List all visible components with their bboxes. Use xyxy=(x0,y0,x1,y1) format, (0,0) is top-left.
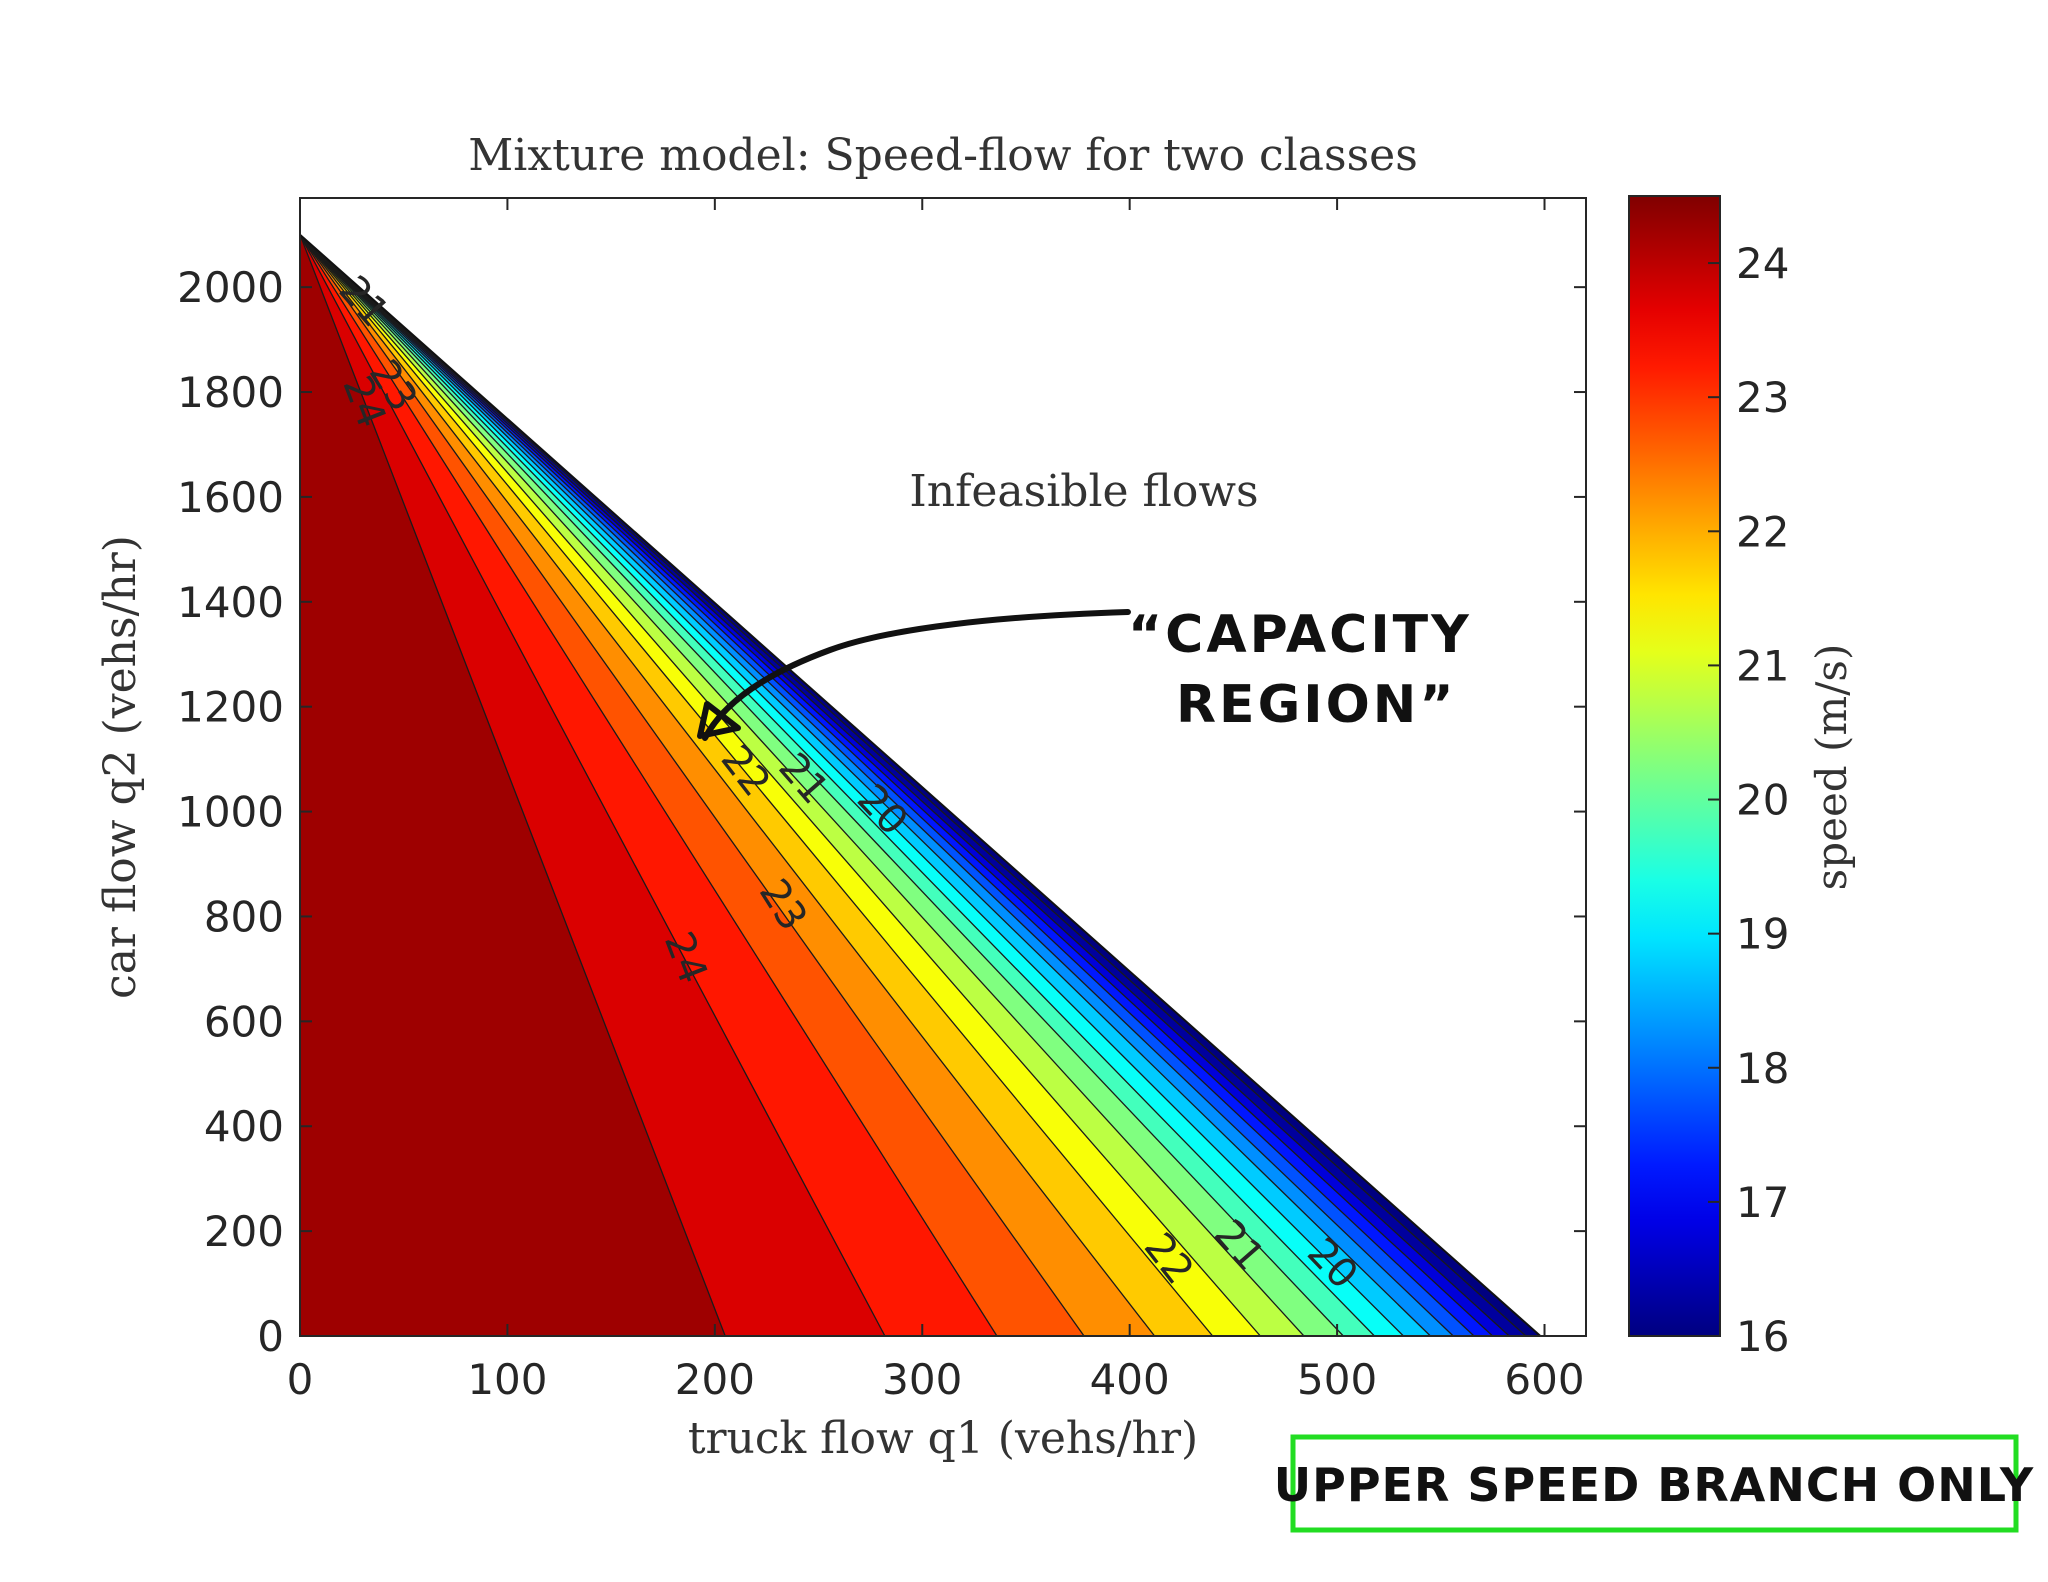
colorbar-label: speed (m/s) xyxy=(1807,644,1856,891)
green-box-border xyxy=(1290,1434,2019,1533)
contour-line xyxy=(300,234,1085,1336)
y-tick-label: 1000 xyxy=(177,788,284,837)
contour-lines xyxy=(300,233,1542,1336)
y-axis: 0 200 400 600 800 1000 1200 1400 1600 1800 2000 xyxy=(177,263,1586,1361)
contour-line xyxy=(300,234,1375,1336)
colorbar-tick-label: 18 xyxy=(1736,1044,1789,1093)
contour-line xyxy=(300,234,1214,1336)
x-tick-label: 500 xyxy=(1297,1355,1377,1404)
contour-line xyxy=(300,234,1261,1336)
colorbar-tick-label: 16 xyxy=(1736,1312,1789,1361)
contour-line xyxy=(300,234,886,1336)
upper-speed-branch-box: UPPER SPEED BRANCH ONLY xyxy=(1274,1434,2034,1533)
x-axis-label: truck flow q1 (vehs/hr) xyxy=(688,1413,1198,1464)
y-tick-label: 400 xyxy=(204,1102,284,1151)
y-axis-label: car flow q2 (vehs/hr) xyxy=(95,535,146,999)
colorbar xyxy=(1628,195,1721,1337)
colorbar-tick-label: 21 xyxy=(1736,641,1789,690)
contour-line xyxy=(300,234,1475,1336)
capacity-arrow xyxy=(702,609,1131,741)
y-tick-label: 1800 xyxy=(177,368,284,417)
x-tick-label: 0 xyxy=(287,1355,314,1404)
y-tick-label: 1600 xyxy=(177,473,284,522)
contour-line xyxy=(300,234,1156,1336)
chart-title: Mixture model: Speed-flow for two classe… xyxy=(468,130,1418,181)
x-tick-label: 600 xyxy=(1504,1355,1584,1404)
contour-line xyxy=(300,234,1305,1336)
contour-line xyxy=(300,234,1344,1336)
x-tick-label: 200 xyxy=(675,1355,755,1404)
infeasible-flows-annotation: Infeasible flows xyxy=(909,466,1258,517)
x-axis: 0 100 200 300 400 500 600 xyxy=(287,198,1585,1404)
y-tick-label: 800 xyxy=(204,892,284,941)
y-tick-label: 1200 xyxy=(177,683,284,732)
capacity-arrow-head xyxy=(697,701,741,739)
contour-line xyxy=(300,234,1527,1336)
y-tick-label: 2000 xyxy=(177,263,284,312)
colorbar-tick-label: 19 xyxy=(1736,910,1789,959)
x-tick-label: 100 xyxy=(467,1355,547,1404)
feasible-boundary-line xyxy=(300,233,1542,1336)
colorbar-tick-label: 23 xyxy=(1736,373,1789,422)
contour-line xyxy=(300,234,1404,1336)
upper-speed-branch-text: UPPER SPEED BRANCH ONLY xyxy=(1274,1458,2034,1512)
contour-line xyxy=(300,234,1454,1336)
capacity-region-annotation: “CAPACITY REGION” xyxy=(697,605,1472,741)
contour-line xyxy=(300,234,1431,1336)
plot-frame xyxy=(299,197,1587,1337)
y-tick-label: 600 xyxy=(204,997,284,1046)
x-tick-label: 400 xyxy=(1090,1355,1170,1404)
contour-line xyxy=(300,234,998,1336)
colorbar-tick-label: 20 xyxy=(1736,776,1789,825)
y-tick-label: 1400 xyxy=(177,578,284,627)
contour-line xyxy=(300,234,1510,1336)
capacity-text-line-2: REGION” xyxy=(1176,675,1457,735)
y-tick-label: 200 xyxy=(204,1207,284,1256)
capacity-text-line-1: “CAPACITY xyxy=(1128,605,1472,665)
colorbar-tick-label: 24 xyxy=(1736,239,1789,288)
contour-line xyxy=(300,234,1494,1336)
colorbar-tick-label: 17 xyxy=(1736,1178,1789,1227)
colorbar-ticks: 16 17 18 19 20 21 22 23 24 xyxy=(1708,239,1789,1361)
colorbar-tick-label: 22 xyxy=(1736,507,1789,556)
x-tick-label: 300 xyxy=(882,1355,962,1404)
contour-line xyxy=(300,234,726,1336)
y-tick-label: 0 xyxy=(257,1312,284,1361)
